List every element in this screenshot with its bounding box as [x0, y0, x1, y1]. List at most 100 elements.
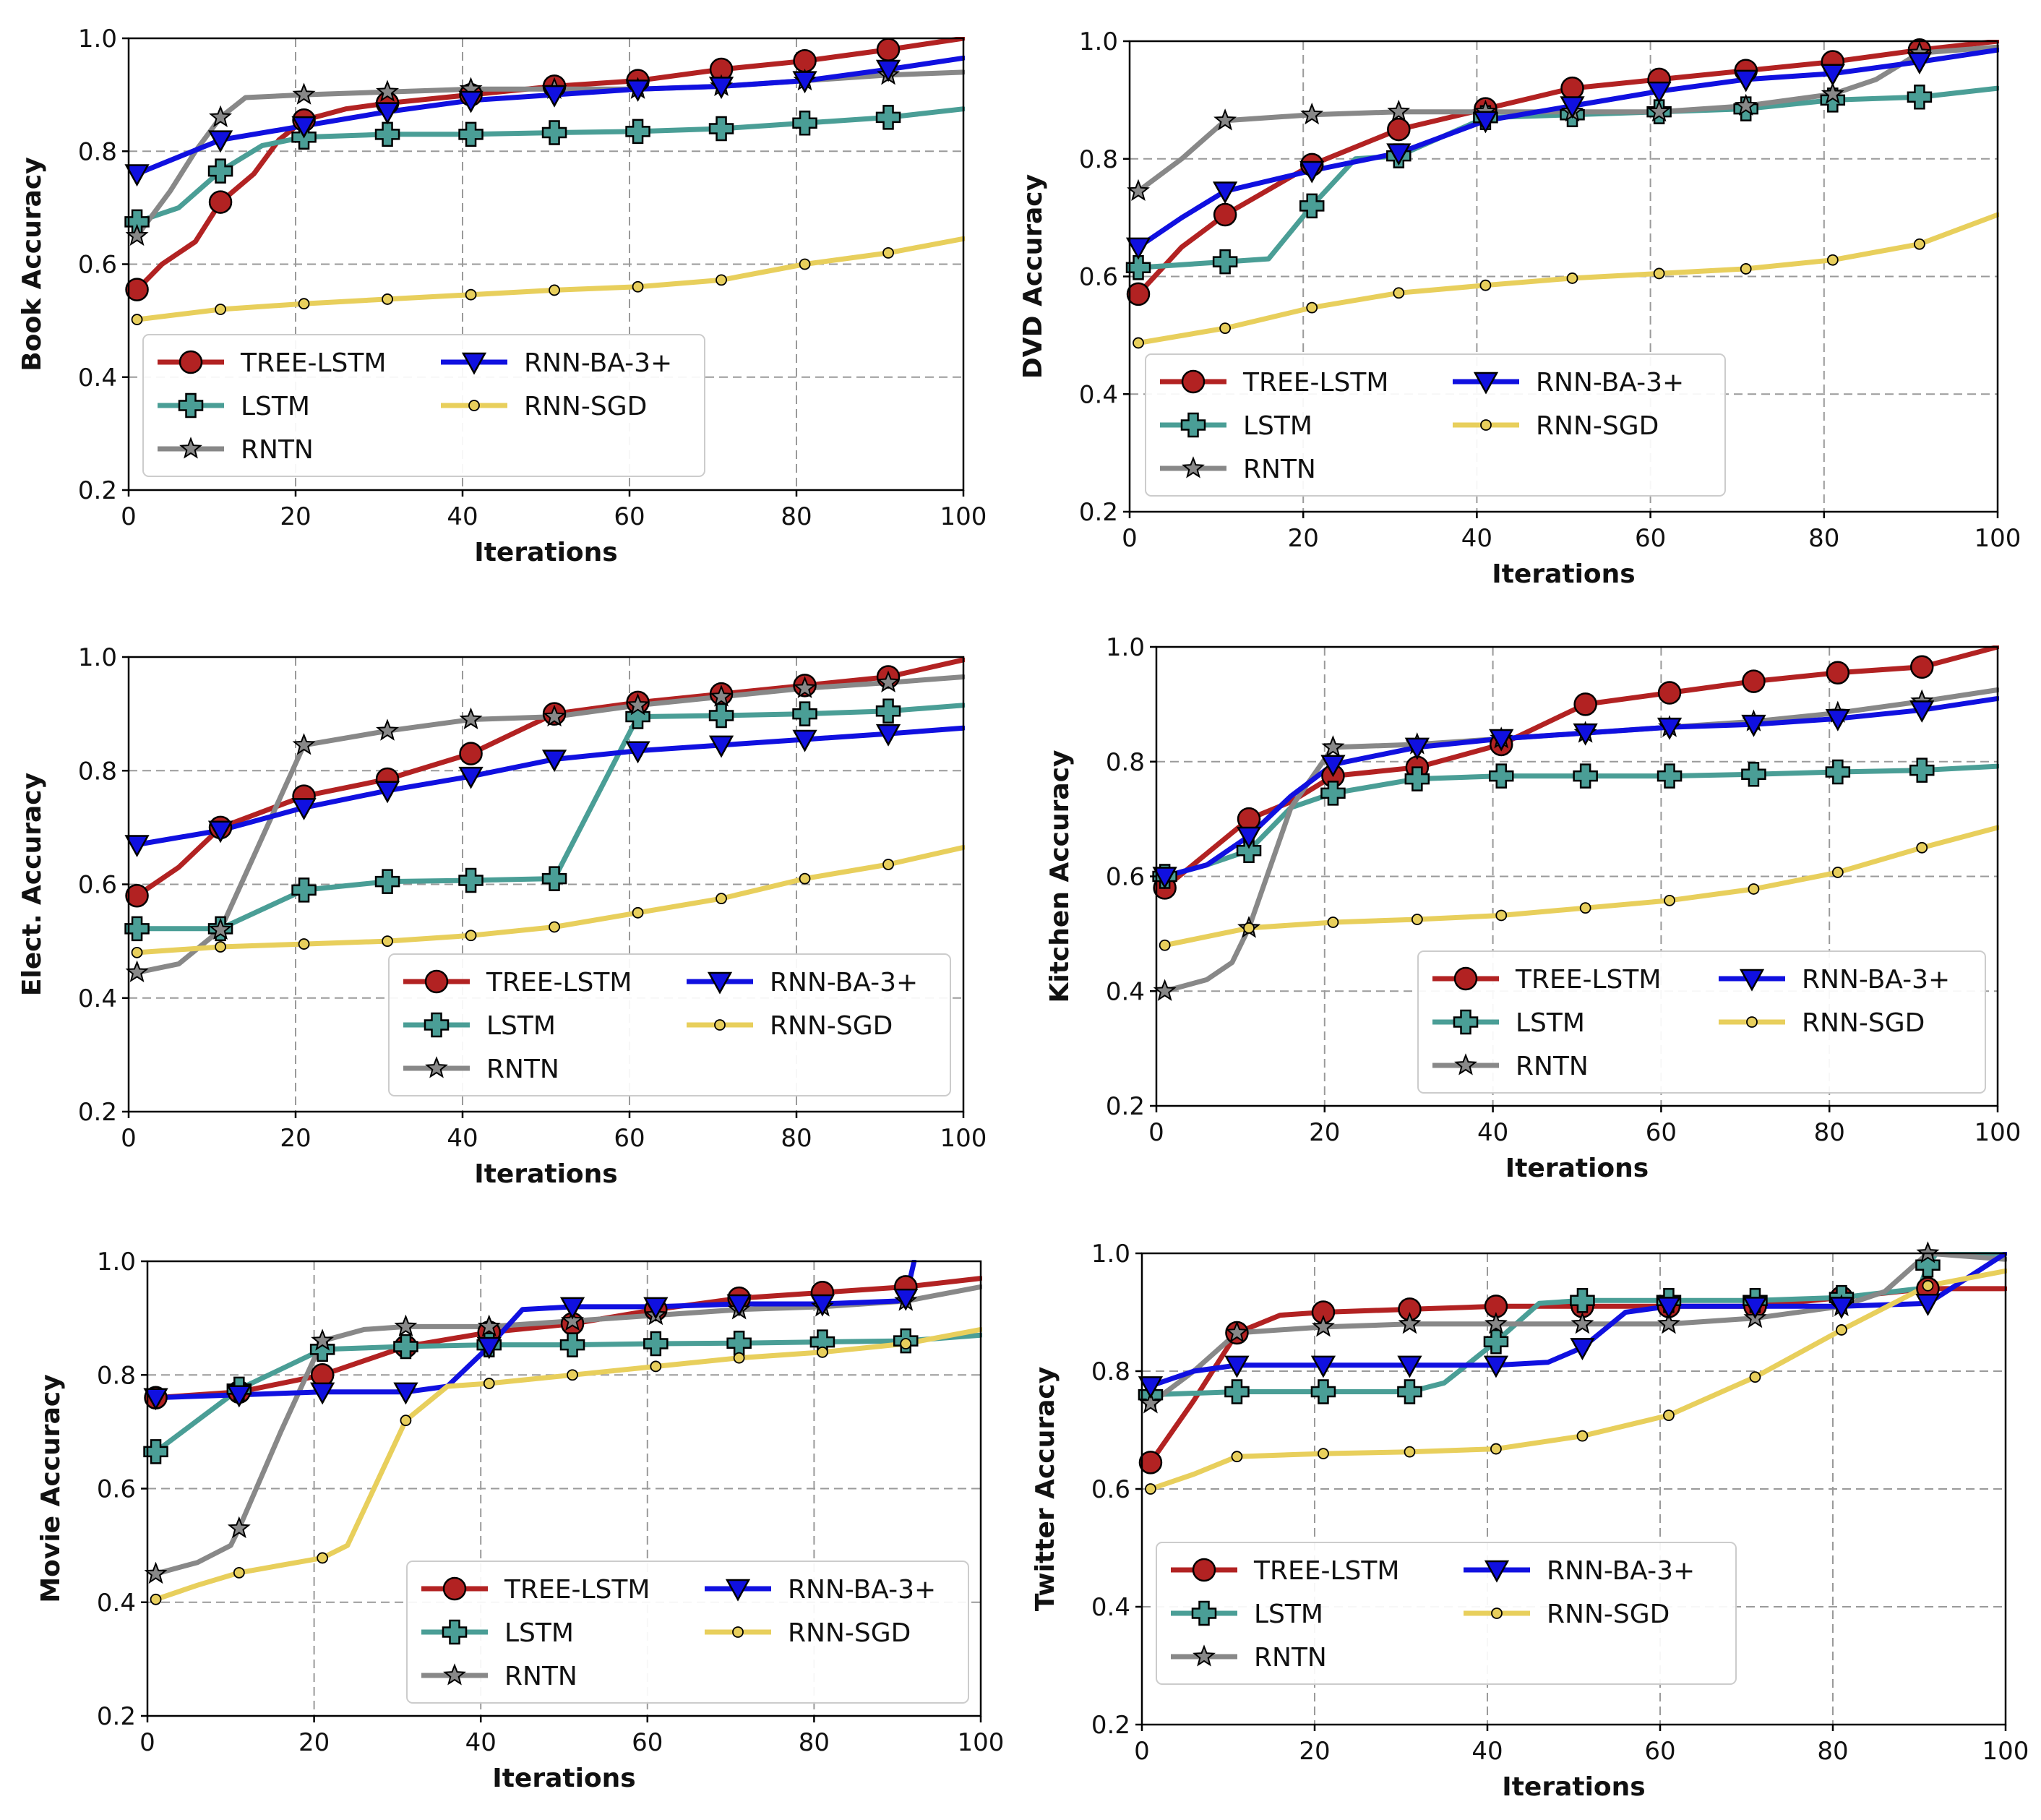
legend-item-rnn-ba-3: RNN-BA-3+ [1464, 1556, 1695, 1586]
x-tick-label: 0 [1122, 524, 1138, 553]
legend-marker-rntn [425, 1056, 448, 1078]
marker-rnn-ba-3 [374, 102, 400, 125]
marker-rnn-sgd [1653, 267, 1665, 280]
marker-rnn-sgd [1231, 1451, 1243, 1463]
marker-lstm [458, 867, 484, 893]
legend-label: RNN-SGD [524, 392, 647, 421]
legend-label: RNN-BA-3+ [770, 968, 918, 997]
legend-label: LSTM [1516, 1008, 1585, 1038]
marker-rnn-sgd [799, 258, 811, 270]
x-tick-label: 20 [1299, 1737, 1330, 1766]
marker-rnn-sgd [1914, 238, 1925, 250]
legend-marker-tree-lstm [179, 350, 203, 374]
legend-label: RNTN [241, 435, 314, 465]
marker-rntn [710, 684, 734, 707]
marker-rnn-sgd [1664, 894, 1675, 906]
legend-marker-tree-lstm [424, 969, 449, 994]
legend-marker-tree-lstm [1181, 369, 1206, 394]
marker-tree-lstm [125, 278, 149, 301]
marker-rnn-ba-3 [541, 750, 567, 773]
legend-item-rntn: RNTN [1171, 1643, 1327, 1673]
marker-rntn [125, 223, 149, 246]
marker-rnn-sgd [1393, 287, 1405, 299]
marker-tree-lstm [1826, 661, 1850, 684]
x-axis-label: Iterations [1505, 1154, 1649, 1183]
marker-rntn [1225, 1321, 1249, 1343]
legend-item-rnn-ba-3: RNN-BA-3+ [441, 348, 672, 378]
marker-rnn-sgd [1748, 883, 1760, 895]
panel-movie-accuracy: 0 20 40 60 80 100 0.2 0.4 0.6 0.8 1.0 Iterations Mov… [36, 1248, 1004, 1793]
legend-marker-rnn-sgd [1746, 1016, 1758, 1028]
marker-rnn-sgd [716, 274, 727, 286]
marker-rntn [1213, 108, 1237, 131]
legend-box [388, 953, 951, 1096]
legend-marker-rnn-sgd [714, 1019, 726, 1031]
marker-rntn [1127, 179, 1150, 202]
marker-rnn-ba-3 [1560, 96, 1585, 119]
legend-label: RNN-BA-3+ [524, 348, 672, 378]
marker-rnn-sgd [549, 284, 560, 296]
marker-rnn-ba-3 [207, 130, 233, 153]
legend-marker-tree-lstm [1192, 1558, 1216, 1582]
marker-lstm [143, 1439, 168, 1464]
marker-lstm [1224, 1379, 1250, 1404]
marker-lstm [559, 1332, 585, 1357]
marker-rnn-ba-3 [1212, 181, 1238, 205]
marker-tree-lstm [876, 38, 901, 61]
y-axis-label: Kitchen Accuracy [1045, 750, 1075, 1003]
marker-rnn-ba-3 [1386, 143, 1411, 166]
marker-tree-lstm [1237, 807, 1261, 831]
marker-rnn-ba-3 [1743, 1297, 1768, 1319]
marker-rnn-ba-3 [1125, 237, 1151, 260]
marker-rntn [311, 1328, 335, 1351]
marker-rnn-sgd [382, 935, 393, 948]
legend-label: LSTM [241, 392, 310, 421]
marker-rnn-sgd [1490, 1443, 1502, 1455]
marker-rnn-sgd [1579, 902, 1591, 914]
series-line-rnn-sgd [153, 1326, 982, 1602]
y-tick-label: 0.2 [1091, 1711, 1130, 1740]
marker-rnn-sgd [400, 1415, 412, 1427]
marker-lstm [1125, 255, 1151, 280]
marker-lstm [708, 116, 734, 142]
marker-tree-lstm [125, 883, 149, 908]
legend-item-rnn-ba-3: RNN-BA-3+ [705, 1575, 936, 1605]
marker-rntn [1321, 735, 1345, 757]
x-tick-label: 60 [1646, 1118, 1677, 1147]
marker-rnn-sgd [298, 938, 310, 950]
marker-rnn-ba-3 [1224, 1355, 1250, 1378]
marker-rnn-ba-3 [1829, 1297, 1855, 1319]
marker-rntn [1398, 1312, 1422, 1334]
x-tick-label: 0 [121, 1124, 137, 1153]
y-tick-label: 0.6 [97, 1475, 136, 1504]
y-axis-label: Elect. Accuracy [17, 773, 47, 996]
legend-item-rnn-sgd: RNN-SGD [705, 1618, 911, 1648]
legend: TREE-LSTM RNN-BA-3+ LSTM RNN-SGD RNTN [142, 334, 705, 477]
legend-label: LSTM [1243, 411, 1312, 441]
x-tick-label: 100 [1975, 1118, 2021, 1147]
marker-rnn-sgd [465, 288, 477, 301]
legend-marker-rnn-sgd [1480, 419, 1492, 431]
marker-lstm [1488, 763, 1514, 789]
marker-lstm [1404, 766, 1430, 791]
marker-rnn-ba-3 [1570, 1338, 1595, 1360]
marker-rntn [292, 733, 316, 755]
legend-marker-rnn-ba-3 [1473, 372, 1499, 395]
x-tick-label: 40 [1461, 524, 1492, 553]
x-tick-label: 0 [1148, 1118, 1164, 1147]
marker-rnn-ba-3 [291, 116, 317, 139]
y-tick-label: 0.8 [1091, 1357, 1130, 1386]
legend-item-lstm: LSTM [403, 1011, 556, 1041]
marker-rnn-sgd [632, 280, 644, 293]
panel-book-accuracy: 0 20 40 60 80 100 0.2 0.4 0.6 0.8 1.0 Iterations Boo… [17, 25, 987, 567]
legend-label: RNN-BA-3+ [1802, 965, 1950, 995]
legend-label: LSTM [504, 1618, 574, 1648]
marker-rnn-sgd [215, 304, 226, 315]
y-tick-label: 0.4 [1079, 380, 1118, 409]
series-line-rnn-sgd [1148, 1268, 2007, 1492]
marker-rnn-sgd [1327, 917, 1339, 928]
marker-rnn-ba-3 [393, 1382, 418, 1405]
x-tick-label: 100 [940, 502, 987, 531]
legend-marker-lstm [442, 1619, 468, 1645]
marker-rnn-sgd [1831, 867, 1844, 878]
